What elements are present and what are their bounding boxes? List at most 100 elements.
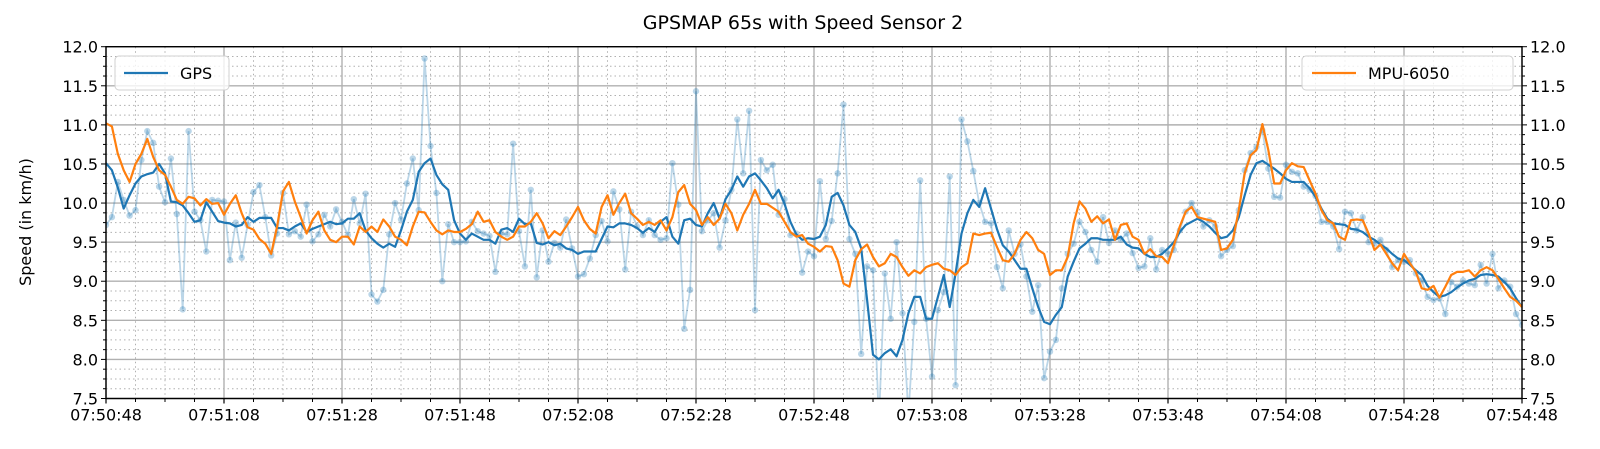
- x-tick-label: 07:51:48: [424, 406, 496, 425]
- gps-raw-point: [1424, 293, 1431, 301]
- gps-raw-point: [710, 210, 717, 217]
- gps-raw-point: [315, 231, 322, 238]
- gps-raw-point: [1099, 213, 1107, 221]
- legend-mpu-6050: MPU-6050: [1301, 55, 1514, 91]
- gps-raw-point: [150, 139, 157, 147]
- gps-raw-point: [1005, 227, 1012, 234]
- y-tick-label-left: 10.0: [62, 194, 98, 213]
- gps-raw-point: [439, 278, 446, 285]
- gps-raw-point: [179, 306, 186, 313]
- gps-raw-point: [1442, 310, 1449, 318]
- gps-raw-point: [681, 325, 688, 333]
- x-tick-label: 07:53:28: [1014, 406, 1086, 425]
- gps-raw-point: [828, 217, 835, 225]
- gps-raw-point: [1229, 242, 1237, 250]
- gps-raw-point: [256, 181, 263, 189]
- gps-raw-point: [869, 267, 877, 274]
- gps-raw-point: [1489, 250, 1496, 258]
- gps-raw-point: [203, 248, 210, 255]
- gps-raw-point: [669, 159, 676, 167]
- y-tick-label-right: 9.0: [1530, 272, 1555, 291]
- gps-raw-point: [840, 101, 847, 108]
- gps-raw-point: [321, 211, 328, 218]
- gps-raw-point: [893, 238, 900, 246]
- gps-raw-point: [1335, 245, 1343, 253]
- gps-series-line: [106, 157, 1522, 361]
- gps-raw-point: [1200, 223, 1207, 230]
- gps-raw-point: [598, 217, 605, 225]
- gps-raw-point: [362, 190, 369, 197]
- gps-raw-point: [1347, 210, 1355, 217]
- gps-raw-point: [1271, 193, 1278, 201]
- gps-raw-point: [1052, 336, 1060, 344]
- gps-raw-point: [504, 231, 511, 238]
- gps-raw-point: [610, 188, 617, 195]
- gps-raw-point: [386, 231, 393, 238]
- gps-raw-point: [380, 286, 387, 294]
- gps-raw-point: [167, 155, 175, 162]
- gps-raw-point: [1512, 310, 1520, 318]
- gps-raw-point: [881, 270, 888, 277]
- gps-raw-point: [303, 201, 310, 208]
- gps-raw-point: [940, 288, 947, 296]
- gps-raw-point: [740, 170, 747, 177]
- gps-raw-point: [1094, 258, 1101, 265]
- gps-raw-point: [563, 216, 570, 223]
- gps-raw-point: [1282, 161, 1290, 168]
- gps-raw-point: [545, 258, 552, 265]
- gps-raw-point: [822, 235, 829, 243]
- gps-raw-point: [692, 88, 700, 95]
- gps-raw-point: [1341, 208, 1349, 215]
- gps-raw-point: [946, 173, 953, 180]
- gps-raw-point: [450, 238, 458, 246]
- x-tick-label: 07:51:28: [306, 406, 378, 425]
- gps-raw-point: [622, 266, 629, 273]
- gps-raw-point: [763, 167, 770, 174]
- gps-raw-point: [574, 273, 582, 280]
- y-tick-label-left: 11.0: [62, 116, 98, 135]
- gps-raw-point: [132, 206, 139, 214]
- gps-raw-point: [1318, 218, 1325, 226]
- legend-gps: GPS: [114, 55, 230, 91]
- gps-raw-point: [846, 235, 853, 243]
- gps-raw-point: [1040, 374, 1048, 382]
- gps-raw-point: [1135, 264, 1142, 272]
- legend-mpu-6050-label: MPU-6050: [1368, 64, 1450, 83]
- gps-raw-point: [427, 142, 434, 150]
- gps-raw-point: [1123, 230, 1130, 237]
- gps-raw-point: [1147, 235, 1154, 242]
- gps-raw-point: [391, 199, 399, 207]
- gps-raw-point: [285, 231, 293, 238]
- gps-raw-point: [999, 285, 1006, 292]
- x-tick-label: 07:54:48: [1486, 406, 1558, 425]
- gps-raw-point: [981, 218, 989, 226]
- gps-raw-point: [639, 231, 647, 239]
- gps-raw-point: [952, 382, 959, 389]
- y-tick-label-right: 8.5: [1530, 311, 1555, 330]
- y-tick-label-right: 11.5: [1530, 77, 1566, 96]
- gps-raw-point: [332, 206, 340, 213]
- axes: 07:50:48 07:51:08 07:51:28 07:51:48 07:52:08…: [62, 38, 1565, 425]
- y-tick-label-left: 9.0: [73, 272, 98, 291]
- gps-raw-point: [970, 167, 977, 175]
- gps-raw-point: [1153, 266, 1160, 273]
- gps-raw-point: [1141, 263, 1148, 270]
- gps-raw-point: [409, 155, 416, 162]
- gps-raw-point: [834, 170, 841, 177]
- gps-raw-point: [421, 55, 428, 62]
- gps-raw-point: [987, 220, 995, 227]
- gps-raw-point: [1046, 348, 1054, 355]
- gps-raw-point: [397, 216, 405, 223]
- x-tick-label: 07:54:28: [1368, 406, 1440, 425]
- gps-raw-point: [1105, 239, 1113, 247]
- y-tick-label-right: 11.0: [1530, 116, 1566, 135]
- gps-raw-point: [1430, 296, 1437, 304]
- mpu-6050-series-line: [106, 122, 1522, 308]
- gps-raw-line: [106, 58, 1522, 399]
- gps-raw-point: [368, 291, 375, 298]
- y-tick-label-left: 11.5: [62, 77, 98, 96]
- gps-raw-point: [816, 177, 824, 185]
- gps-raw-point: [480, 230, 487, 237]
- gps-raw-point: [291, 227, 298, 235]
- gps-raw-point: [1471, 281, 1479, 289]
